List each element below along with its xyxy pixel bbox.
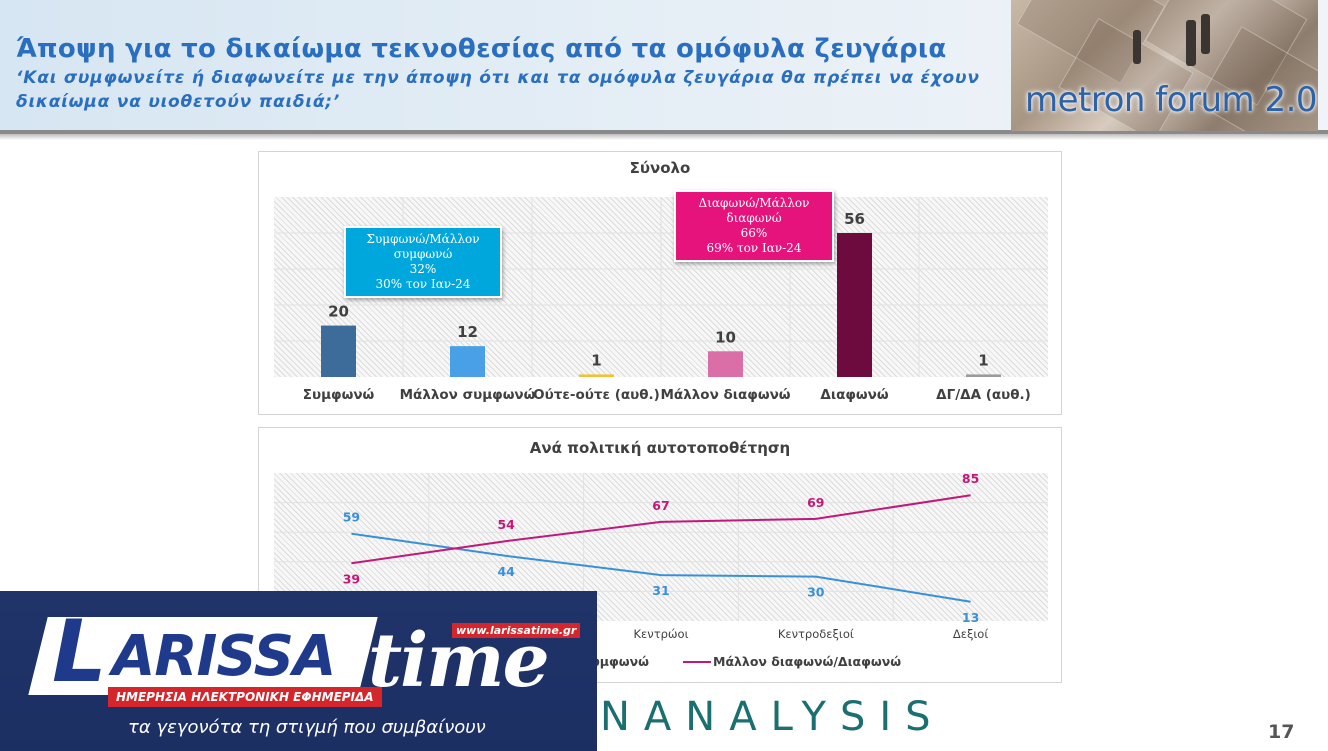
- disagree-callout-line2: διαφωνώ: [726, 211, 782, 225]
- ideology-chart-panel: Ανά πολιτική αυτοτοποθέτηση 59 44 31 30 13 39…: [258, 427, 1062, 683]
- analysis-logo-text: NANALYSIS: [600, 694, 945, 740]
- metron-forum-logo: metron forum 2.0: [1011, 0, 1318, 131]
- bar-value-label: 56: [844, 210, 865, 228]
- agree-callout-line3: 32%: [409, 262, 437, 276]
- bar-category-label: Ούτε-ούτε (αυθ.): [533, 387, 660, 403]
- bar-3: [579, 374, 614, 377]
- series-line-2: [351, 494, 971, 565]
- disagree-callout-line1: Διαφωνώ/Μάλλον: [698, 196, 810, 210]
- series-1-value-label: 31: [652, 583, 669, 598]
- series-2-value-label: 54: [497, 517, 515, 532]
- bar-5: [837, 233, 872, 377]
- larissatime-banner[interactable]: L ARISSA time www.larissatime.gr ΗΜΕΡΗΣΙ…: [0, 591, 597, 751]
- agree-total-callout: Συμφωνώ/Μάλλον συμφωνώ 32% 30% τον Ιαν-2…: [344, 226, 502, 298]
- legend-label-agree: συμφωνώ: [582, 654, 650, 669]
- bar-value-label: 12: [457, 323, 478, 341]
- bar-category-label: Μάλλον διαφωνώ: [661, 387, 791, 403]
- bar-value-label: 20: [328, 303, 349, 321]
- line-category-label: Κεντρώοι: [634, 627, 689, 641]
- agree-callout-line2: συμφωνώ: [393, 247, 453, 261]
- slide-title: Άποψη για το δικαίωμα τεκνοθεσίας από τα…: [16, 34, 947, 64]
- line-category-label: Δεξιοί: [953, 627, 988, 641]
- bar-2: [450, 346, 485, 377]
- legend-label-disagree: Μάλλον διαφωνώ/Διαφωνώ: [713, 654, 901, 669]
- bar-category-label: Μάλλον συμφωνώ: [400, 387, 536, 403]
- series-2-value-label: 39: [343, 571, 360, 586]
- series-2-value-label: 69: [807, 495, 824, 510]
- slide-subtitle: ‘Και συμφωνείτε ή διαφωνείτε με την άποψ…: [16, 68, 980, 112]
- larissatime-slogan: τα γεγονότα τη στιγμή που συμβαίνουν: [128, 717, 486, 738]
- bar-category-label: Διαφωνώ: [820, 387, 888, 403]
- header-divider: [0, 134, 1328, 140]
- larissatime-logo-L: L: [52, 602, 107, 702]
- larissatime-logo-arissa: ARISSA: [112, 624, 336, 689]
- bar-category-label: Συμφωνώ: [303, 387, 375, 403]
- series-1-value-label: 30: [807, 585, 825, 600]
- bar-value-label: 1: [978, 351, 988, 369]
- ideology-chart-title: Ανά πολιτική αυτοτοποθέτηση: [529, 439, 791, 457]
- line-plot-area: [274, 473, 1048, 621]
- bar-4: [708, 351, 743, 377]
- disagree-callout-line3: 66%: [740, 226, 768, 240]
- disagree-total-callout: Διαφωνώ/Μάλλον διαφωνώ 66% 69% τον Ιαν-2…: [674, 190, 834, 262]
- agree-callout-line1: Συμφωνώ/Μάλλον: [366, 232, 480, 246]
- bar-value-label: 1: [591, 351, 601, 369]
- total-chart-title: Σύνολο: [629, 159, 691, 177]
- bar-category-label: ΔΓ/ΔΑ (αυθ.): [936, 387, 1031, 403]
- slide-header: Άποψη για το δικαίωμα τεκνοθεσίας από τα…: [0, 0, 1328, 134]
- page-number: 17: [1268, 721, 1295, 743]
- larissatime-tagline: ΗΜΕΡΗΣΙΑ ΗΛΕΚΤΡΟΝΙΚΗ ΕΦΗΜΕΡΙΔΑ: [108, 687, 382, 707]
- brand-label: metron forum 2.0: [1025, 80, 1318, 120]
- bar-value-label: 10: [715, 328, 736, 346]
- line-category-label: Κεντροδεξιοί: [778, 627, 854, 641]
- series-1-value-label: 13: [962, 610, 979, 625]
- agree-callout-line4: 30% τον Ιαν-24: [375, 277, 471, 291]
- larissatime-url[interactable]: www.larissatime.gr: [452, 623, 581, 638]
- series-1-value-label: 59: [343, 510, 360, 525]
- series-2-value-label: 85: [962, 471, 979, 486]
- disagree-callout-line4: 69% τον Ιαν-24: [706, 241, 802, 255]
- series-1-value-label: 44: [497, 564, 515, 579]
- series-2-value-label: 67: [652, 498, 669, 513]
- bar-1: [321, 325, 356, 377]
- bar-6: [966, 374, 1001, 377]
